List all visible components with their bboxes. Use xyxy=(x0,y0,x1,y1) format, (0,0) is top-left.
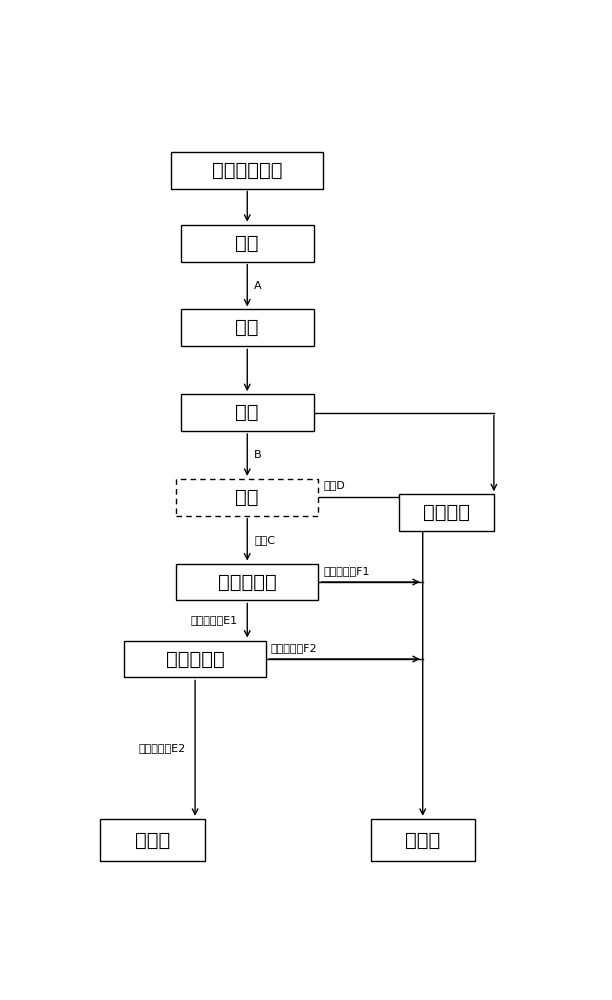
Text: 二段磁尾矿F2: 二段磁尾矿F2 xyxy=(271,643,318,653)
Text: 碱浸: 碱浸 xyxy=(236,318,259,337)
Text: 过滤: 过滤 xyxy=(236,403,259,422)
Bar xyxy=(100,819,204,861)
Bar xyxy=(371,819,475,861)
Text: 沉砂C: 沉砂C xyxy=(255,535,275,545)
Bar xyxy=(171,152,323,189)
Bar xyxy=(181,309,314,346)
Text: B: B xyxy=(255,450,262,460)
Text: 溢流D: 溢流D xyxy=(323,480,345,490)
Bar xyxy=(124,641,266,677)
Bar xyxy=(399,494,494,531)
Text: 铁精矿: 铁精矿 xyxy=(135,830,170,849)
Text: 脱泥: 脱泥 xyxy=(236,488,259,507)
Text: 筒式磁选机: 筒式磁选机 xyxy=(218,572,277,591)
Text: 回收利用: 回收利用 xyxy=(423,503,470,522)
Text: 二段磁精矿E2: 二段磁精矿E2 xyxy=(138,743,185,753)
Text: 钛精矿: 钛精矿 xyxy=(405,830,441,849)
Bar xyxy=(176,564,318,600)
Bar xyxy=(181,225,314,262)
Text: 钒钛磁铁精矿: 钒钛磁铁精矿 xyxy=(212,161,283,180)
Text: 磁力脱水槽: 磁力脱水槽 xyxy=(166,650,225,668)
Text: 一段磁尾矿F1: 一段磁尾矿F1 xyxy=(323,566,370,576)
Bar xyxy=(176,479,318,516)
Text: 一段磁精矿E1: 一段磁精矿E1 xyxy=(190,615,237,626)
Text: A: A xyxy=(255,281,262,291)
Text: 锻烧: 锻烧 xyxy=(236,234,259,253)
Bar xyxy=(181,394,314,431)
